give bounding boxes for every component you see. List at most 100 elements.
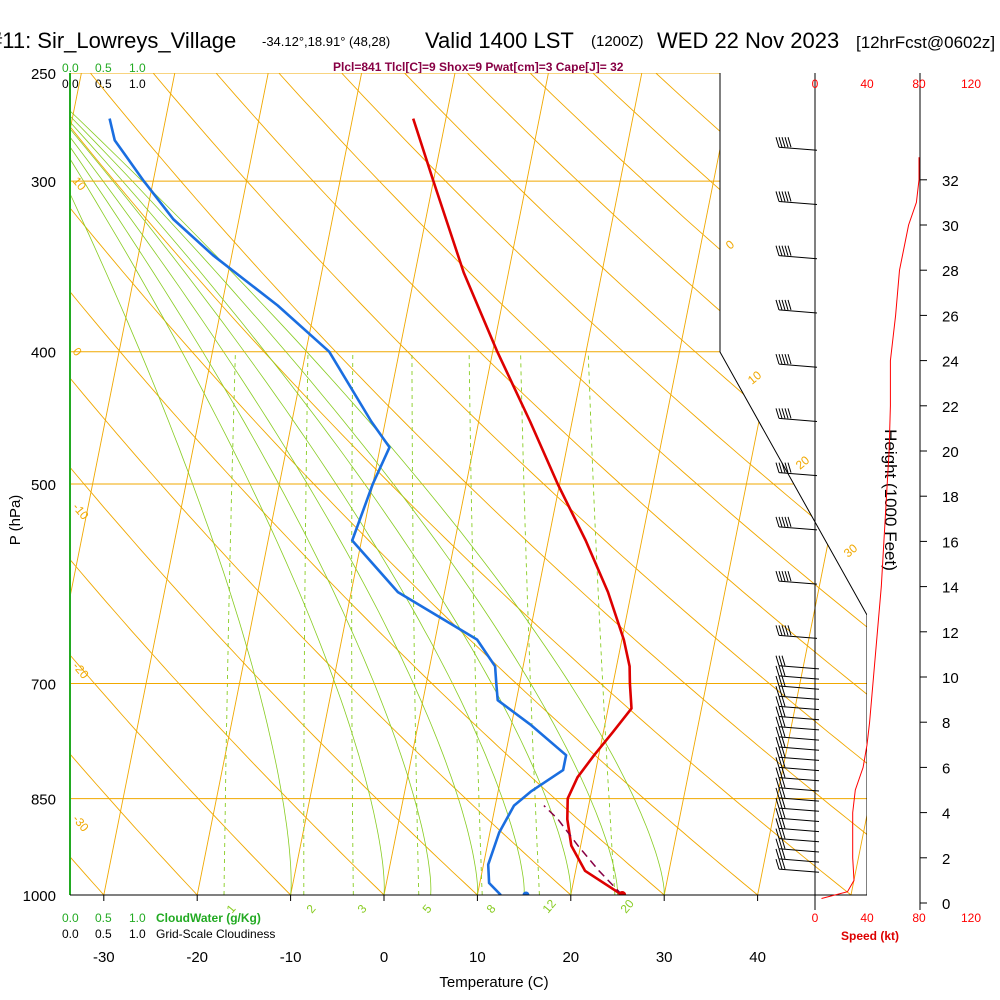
sounding-indices: Plcl=841 Tlcl[C]=9 Shox=9 Pwat[cm]=3 Cap… [333,60,624,74]
wind-barb-feather [784,191,789,202]
wind-barb-feather [778,726,783,738]
height-tick-label: 4 [942,806,950,823]
wind-barb-feather [775,516,780,528]
wind-barb-staff [778,634,818,639]
temperature-tick-label: 30 [656,949,673,966]
wind-barb-feather [778,808,783,819]
forecast-date: WED 22 Nov 2023 [657,28,839,53]
wind-barb [775,675,820,690]
wind-barb-feather [775,245,780,256]
wind-barb [775,462,818,477]
speed-tick-label-top: 0 [812,77,819,91]
height-axis-label: Height (1000 Feet) [881,429,900,571]
wind-barb-staff [778,695,820,700]
wind-barb-feather [775,675,780,687]
wind-barb-feather [778,848,783,860]
wind-barb-feather [778,245,783,256]
wind-barb-feather [775,354,780,365]
wind-barb [775,245,818,260]
valid-time: Valid 1400 LST [425,28,574,53]
pressure-tick-label: 700 [31,677,56,694]
wind-barb-feather [781,655,786,666]
wind-barb-feather [778,686,783,697]
wind-barb-staff [778,858,820,863]
station-coords: -34.12°,18.91° (48,28) [262,34,390,49]
height-tick-label: 24 [942,354,959,371]
wind-barb-feather [781,137,786,148]
wind-barb [775,757,820,772]
wind-barb-feather [778,191,783,202]
wind-barb-feather [778,706,783,717]
height-tick-label: 20 [942,444,959,461]
height-tick-label: 18 [942,489,959,506]
wind-barb-staff [778,736,820,741]
speed-tick-label-bottom: 80 [912,911,926,925]
wind-barb-feather [781,787,786,799]
wind-barb-feather [778,462,783,473]
wind-barb-staff [778,417,818,422]
wind-barb-staff [778,705,820,711]
moist-adiabat [70,136,479,895]
wind-barb-feather [778,696,783,707]
dry-adiabat [89,73,867,836]
height-tick-label: 8 [942,715,950,732]
wind-barb [775,570,818,585]
wind-barb-feather [784,570,789,582]
cloudiness-scale-label: 0.5 [95,77,112,91]
wind-barb-feather [775,828,780,839]
dry-adiabat [404,73,867,499]
wind-barb [775,767,820,782]
wind-barb-feather [778,299,783,311]
wind-barb-feather [784,137,789,148]
wind-barb-feather [775,797,780,809]
cloud-scale-label: 0.5 [95,61,112,75]
wind-barb-feather [784,299,789,311]
wind-barb-feather [775,299,780,311]
wind-barb-feather [778,516,783,528]
wind-barb [775,777,820,792]
speed-tick-label-top: 120 [961,77,981,91]
wind-barb-staff [778,777,820,782]
wind-barb-feather [778,818,783,829]
wind-barb-feather [778,675,783,687]
wind-barb-staff [778,580,818,585]
wind-barb [775,665,820,680]
wind-barb-feather [781,716,786,727]
cloudiness-scale-label: 0.0 [62,927,79,941]
pressure-tick-label: 1000 [23,888,56,905]
wind-barb-feather [781,245,786,256]
wind-barb-staff [778,838,820,843]
wind-barb-staff [778,848,820,853]
height-tick-label: 32 [942,173,959,190]
wind-barb-feather [787,191,792,202]
zulu-time: (1200Z) [591,33,644,50]
moist-adiabat [70,158,385,895]
wind-barb-feather [778,354,783,365]
wind-barb-staff [778,363,818,368]
wind-barb-staff [778,787,820,792]
dewpoint-series-line [108,118,568,895]
cloudwater-label: CloudWater (g/Kg) [156,911,261,925]
wind-barb-feather [775,462,780,473]
wind-barb-feather [778,716,783,727]
wind-barb-staff [778,746,820,751]
temperature-tick-label: 10 [469,949,486,966]
wind-barb-feather [787,462,792,473]
temperature-tick-label: -20 [186,949,208,966]
wind-barb-feather [784,408,789,419]
cloudiness-scale-label: 0.5 [95,927,112,941]
height-tick-label: 14 [942,580,959,597]
barb-region-border [719,73,867,895]
y-axis-label: P (hPa) [7,495,24,546]
wind-barb-staff [778,675,820,680]
dry-adiabat [70,654,291,895]
wind-barb-feather [781,767,786,778]
wind-barb-feather [778,757,783,768]
moist-adiabat [70,121,572,895]
surface-dewpoint-point [522,891,530,895]
wind-barb-feather [781,818,786,829]
wind-barb [775,818,820,833]
wind-barb-staff [778,255,818,260]
pressure-tick-label: 850 [31,792,56,809]
